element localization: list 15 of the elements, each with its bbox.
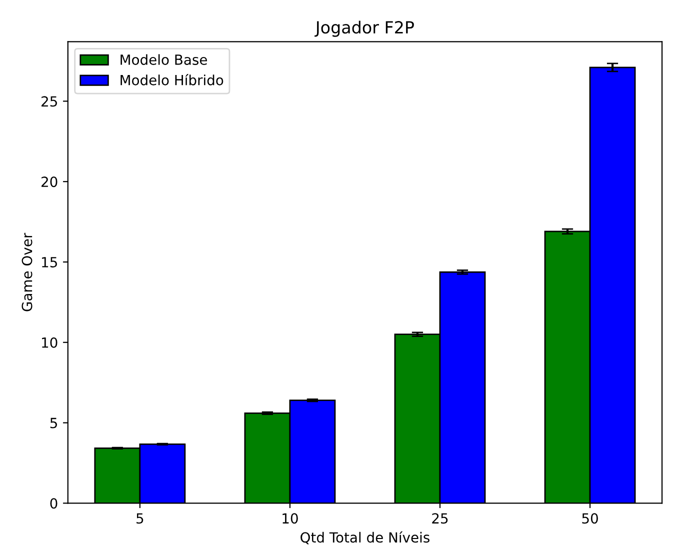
x-axis-title: Qtd Total de Níveis xyxy=(300,531,430,544)
chart-title: Jogador F2P xyxy=(314,20,414,37)
y-tick-label: 5 xyxy=(50,418,57,428)
legend-label: Modelo Base xyxy=(120,54,207,65)
x-tick-label: 5 xyxy=(136,513,144,524)
y-tick-label: 10 xyxy=(42,337,58,348)
y-tick-label: 20 xyxy=(42,176,58,188)
y-axis-title: Game Over xyxy=(22,232,32,312)
x-tick-label: 10 xyxy=(282,513,298,524)
x-tick-label: 50 xyxy=(582,513,598,524)
y-tick-label: 15 xyxy=(42,257,57,268)
y-tick-label: 25 xyxy=(42,96,57,107)
y-tick-label: 0 xyxy=(50,498,58,509)
legend-label: Modelo Híbrido xyxy=(120,74,224,86)
x-tick-label: 25 xyxy=(432,513,448,524)
